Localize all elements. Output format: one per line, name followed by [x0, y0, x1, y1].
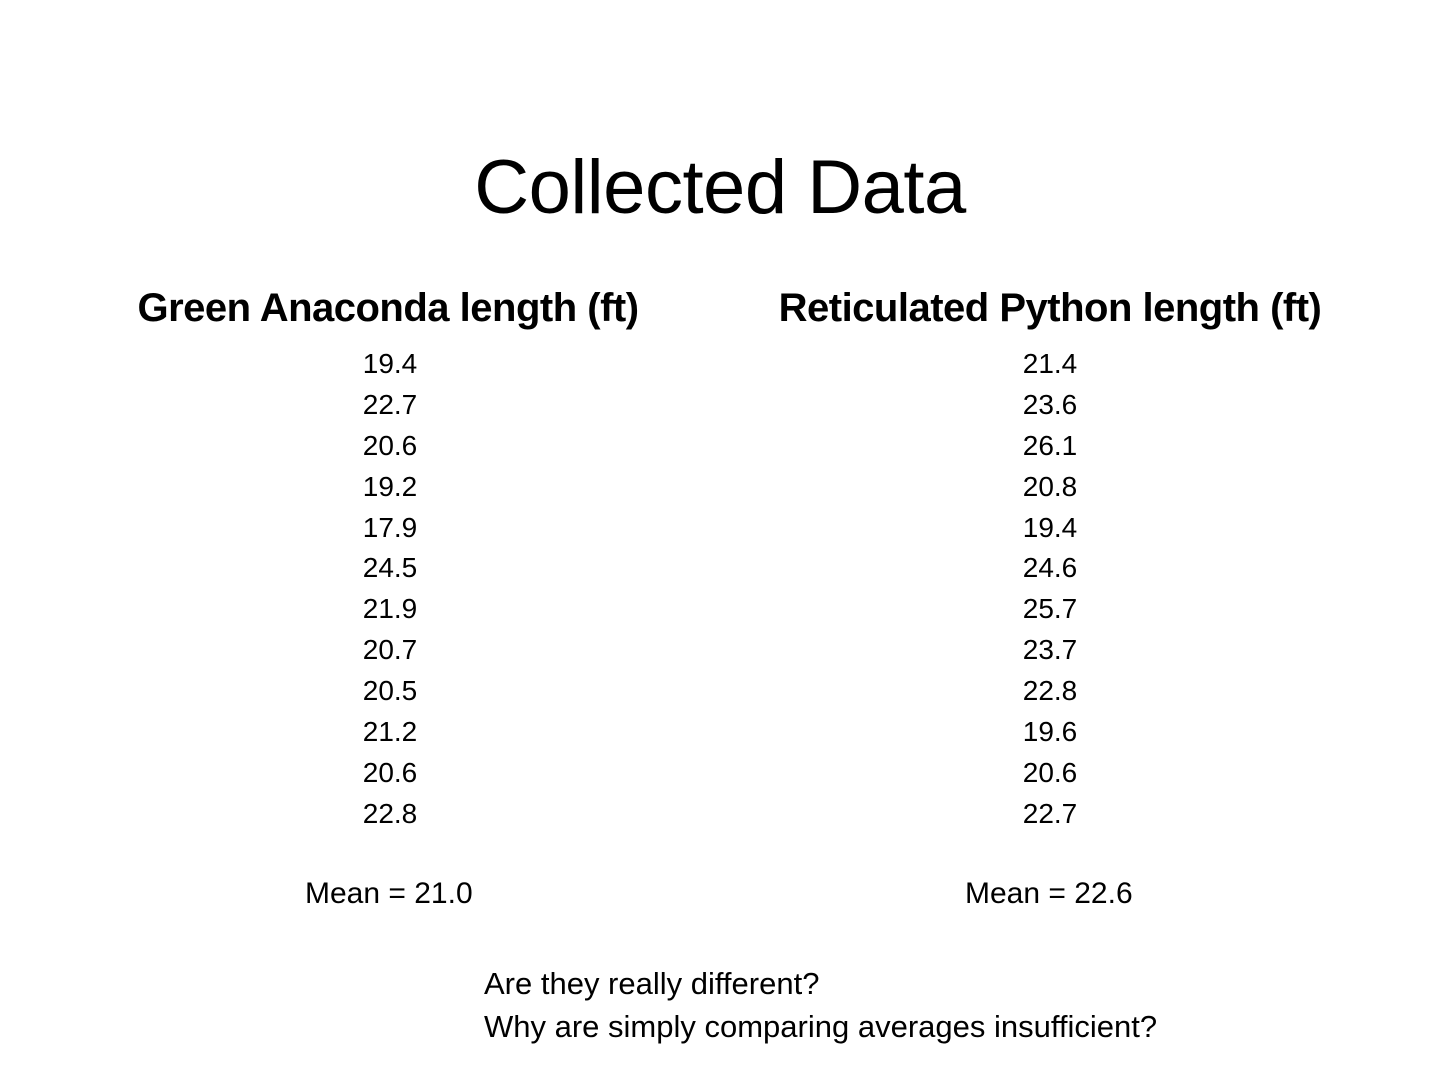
- value-cell: 25.7: [1022, 593, 1078, 625]
- value-cell: 17.9: [362, 511, 418, 543]
- value-cell: 20.8: [1022, 470, 1078, 502]
- value-cell: 20.6: [362, 756, 418, 788]
- question-1: Are they really different?: [484, 966, 820, 1001]
- value-cell: 22.8: [1022, 675, 1078, 707]
- green-anaconda-values: 19.4 22.7 20.6 19.2 17.9 24.5 21.9 20.7 …: [60, 344, 720, 835]
- value-cell: 20.5: [362, 675, 418, 707]
- value-cell: 19.4: [1022, 511, 1078, 543]
- green-anaconda-mean: Mean = 21.0: [305, 877, 473, 910]
- value-cell: 20.7: [362, 634, 418, 666]
- value-cell: 19.6: [1022, 716, 1078, 748]
- reticulated-python-mean: Mean = 22.6: [965, 877, 1133, 910]
- value-cell: 21.9: [362, 593, 418, 625]
- question-2: Why are simply comparing averages insuff…: [484, 1009, 1158, 1044]
- value-cell: 24.6: [1022, 552, 1078, 584]
- value-cell: 22.8: [362, 797, 418, 829]
- value-cell: 19.2: [362, 470, 418, 502]
- reticulated-python-column: Reticulated Python length (ft) 21.4 23.6…: [720, 282, 1380, 835]
- column-header-reticulated-python: Reticulated Python length (ft): [778, 286, 1322, 330]
- value-cell: 23.7: [1022, 634, 1078, 666]
- value-cell: 23.6: [1022, 388, 1078, 420]
- discussion-questions: Are they really different? Why are simpl…: [484, 962, 1157, 1048]
- reticulated-python-values: 21.4 23.6 26.1 20.8 19.4 24.6 25.7 23.7 …: [720, 344, 1380, 835]
- value-cell: 22.7: [1022, 797, 1078, 829]
- value-cell: 21.2: [362, 716, 418, 748]
- slide-title: Collected Data: [474, 144, 966, 230]
- value-cell: 19.4: [362, 348, 418, 379]
- column-header-green-anaconda: Green Anaconda length (ft): [137, 286, 639, 330]
- value-cell: 20.6: [1022, 756, 1078, 788]
- value-cell: 20.6: [362, 429, 418, 461]
- value-cell: 22.7: [362, 388, 418, 420]
- green-anaconda-column: Green Anaconda length (ft) 19.4 22.7 20.…: [60, 282, 720, 835]
- value-cell: 21.4: [1022, 348, 1078, 379]
- value-cell: 26.1: [1022, 429, 1078, 461]
- value-cell: 24.5: [362, 552, 418, 584]
